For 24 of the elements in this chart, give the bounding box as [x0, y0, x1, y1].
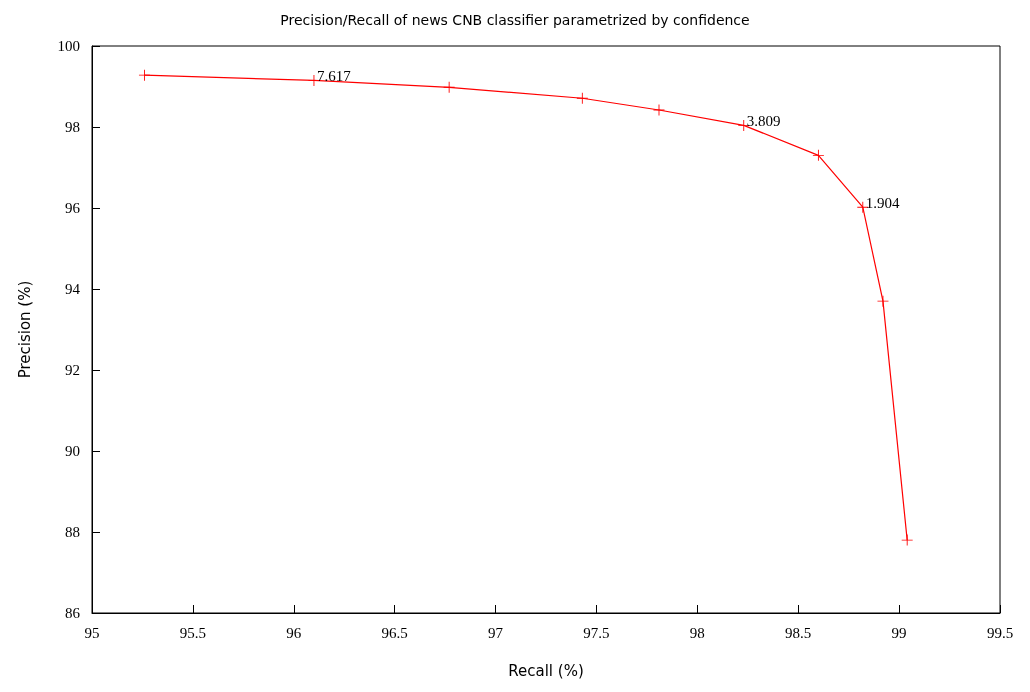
- y-tick-label: 86: [65, 605, 81, 621]
- y-axis-title: Precision (%): [15, 280, 34, 379]
- y-tick-label: 90: [65, 443, 80, 459]
- x-tick-label: 99: [891, 624, 907, 641]
- x-tick-label: 99.5: [986, 624, 1014, 641]
- x-tick-label: 97: [488, 624, 504, 641]
- x-tick-label: 95.5: [179, 624, 207, 641]
- x-tick-label: 96: [286, 624, 302, 641]
- y-tick-label: 100: [57, 38, 80, 54]
- x-tick-label: 96.5: [381, 624, 408, 641]
- y-tick-label: 92: [65, 362, 80, 378]
- x-tick-label: 97.5: [583, 624, 610, 641]
- y-tick-label: 94: [65, 281, 81, 297]
- chart-title: Precision/Recall of news CNB classifier parametrized by confidence: [280, 12, 750, 28]
- x-tick-label: 98.5: [785, 624, 812, 641]
- annotation: 7.617: [316, 68, 352, 85]
- y-tick-label: 88: [65, 524, 80, 540]
- y-tick-label: 98: [65, 119, 80, 135]
- x-tick-label: 98: [689, 624, 705, 641]
- x-tick-label: 95: [84, 624, 100, 641]
- annotation: 3.809: [746, 113, 781, 130]
- annotation: 1.904: [865, 195, 901, 212]
- x-axis-title: Recall (%): [508, 661, 584, 680]
- y-tick-label: 96: [65, 200, 81, 216]
